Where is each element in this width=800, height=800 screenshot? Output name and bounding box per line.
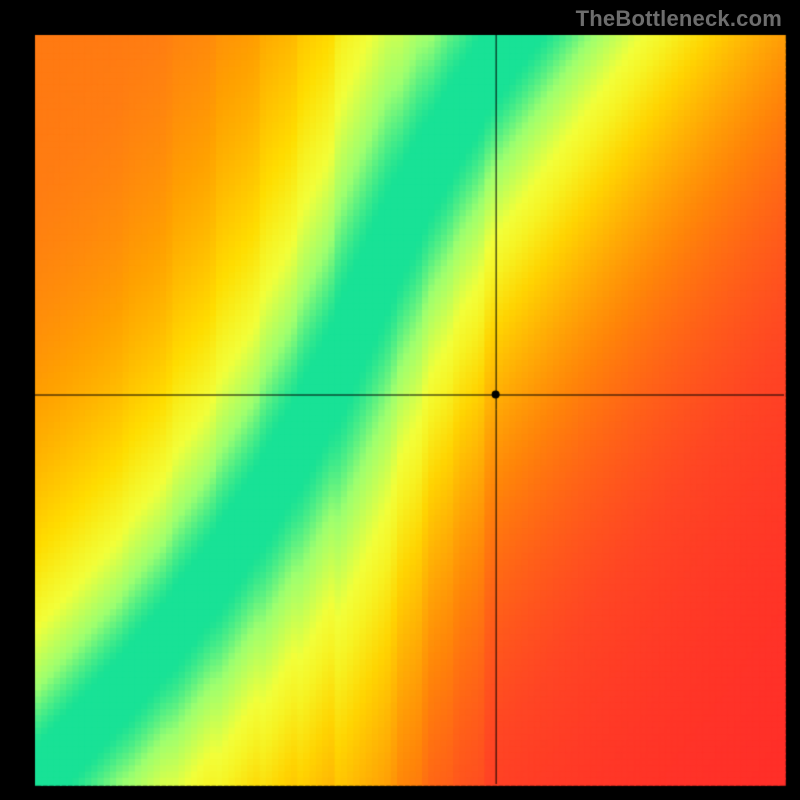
chart-frame: TheBottleneck.com	[0, 0, 800, 800]
bottleneck-heatmap	[0, 0, 800, 800]
watermark-text: TheBottleneck.com	[576, 6, 782, 32]
